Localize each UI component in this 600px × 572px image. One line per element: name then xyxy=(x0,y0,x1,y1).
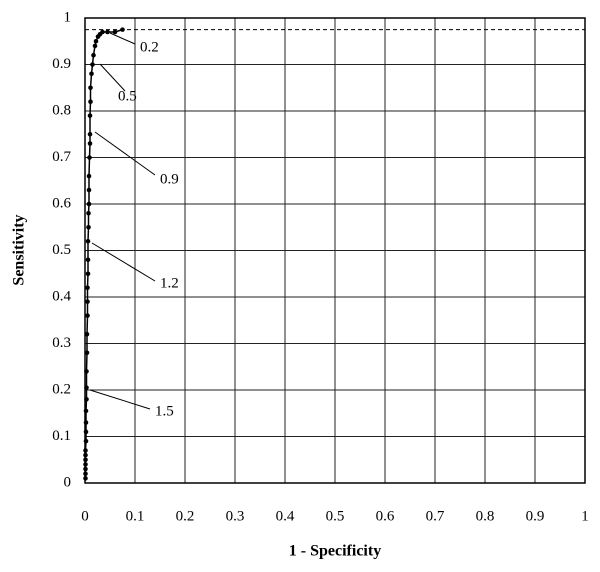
annotation-label: 0.9 xyxy=(160,171,179,187)
data-point xyxy=(86,201,92,207)
annotation-label: 0.5 xyxy=(118,88,137,104)
x-tick-label: 0.9 xyxy=(526,508,545,524)
annotation-leader xyxy=(99,63,126,92)
x-tick-label: 0.8 xyxy=(476,508,495,524)
y-tick-label: 0.3 xyxy=(52,335,71,351)
annotation-label: 1.5 xyxy=(155,403,174,419)
data-point xyxy=(87,155,92,160)
y-tick-label: 0.2 xyxy=(52,381,71,397)
data-point xyxy=(84,331,90,337)
plot-border xyxy=(84,17,586,484)
data-point xyxy=(105,29,110,35)
y-tick-label: 0.5 xyxy=(52,242,71,258)
x-tick-label: 0.6 xyxy=(376,508,395,524)
data-point xyxy=(83,452,88,458)
data-point xyxy=(83,420,89,425)
data-point xyxy=(92,43,98,49)
y-axis-title: Sensitivity xyxy=(11,214,28,285)
x-tick-label: 0.4 xyxy=(276,508,295,524)
data-point xyxy=(85,285,90,291)
data-point xyxy=(84,369,89,374)
x-tick-label: 1 xyxy=(581,508,589,524)
data-point xyxy=(86,211,91,216)
data-point xyxy=(85,257,91,263)
data-point xyxy=(86,173,92,179)
data-point xyxy=(86,187,92,193)
y-tick-label: 0.7 xyxy=(52,149,71,165)
annotation-label: 1.2 xyxy=(160,275,179,291)
y-tick-label: 0.9 xyxy=(52,56,71,72)
annotation-leader xyxy=(91,242,156,282)
data-point xyxy=(85,313,90,318)
data-point xyxy=(83,438,89,444)
data-point xyxy=(112,29,118,35)
roc-curve xyxy=(84,28,123,479)
y-tick-label: 0.4 xyxy=(52,288,71,304)
data-point xyxy=(84,397,89,402)
data-point xyxy=(84,385,89,390)
data-point xyxy=(83,476,88,481)
x-tick-label: 0 xyxy=(81,508,89,524)
data-point xyxy=(85,299,90,304)
x-tick-label: 0.2 xyxy=(176,508,195,524)
data-point xyxy=(87,131,93,137)
annotation-label: 0.2 xyxy=(140,39,159,55)
x-tick-label: 0.1 xyxy=(126,508,145,524)
data-point xyxy=(85,271,91,277)
x-tick-label: 0.3 xyxy=(226,508,245,524)
y-tick-label: 0.8 xyxy=(52,102,71,118)
data-point xyxy=(88,99,93,104)
annotation-leader xyxy=(89,389,151,410)
data-point xyxy=(83,466,88,472)
data-point xyxy=(93,38,99,44)
data-point xyxy=(83,457,88,463)
data-point xyxy=(83,462,88,467)
data-point xyxy=(83,429,89,435)
data-point xyxy=(83,408,89,414)
y-tick-label: 0.6 xyxy=(52,195,71,211)
x-axis-title: 1 - Specificity xyxy=(289,543,381,560)
data-point xyxy=(87,141,93,146)
y-tick-label: 0 xyxy=(64,474,72,490)
y-tick-label: 1 xyxy=(64,9,72,25)
x-tick-label: 0.7 xyxy=(426,508,445,524)
data-point xyxy=(120,27,125,32)
data-point xyxy=(89,71,94,77)
data-point xyxy=(83,448,88,453)
data-point xyxy=(87,113,93,118)
data-point xyxy=(85,238,91,244)
data-point xyxy=(90,62,95,67)
data-point xyxy=(100,29,105,35)
data-point xyxy=(84,350,90,356)
annotation-leader xyxy=(94,131,156,176)
data-point xyxy=(86,224,91,230)
y-tick-label: 0.1 xyxy=(52,428,71,444)
data-point xyxy=(83,471,88,477)
annotation-leader xyxy=(109,32,136,45)
data-point xyxy=(88,85,93,91)
x-tick-label: 0.5 xyxy=(326,508,345,524)
data-point xyxy=(91,52,96,58)
